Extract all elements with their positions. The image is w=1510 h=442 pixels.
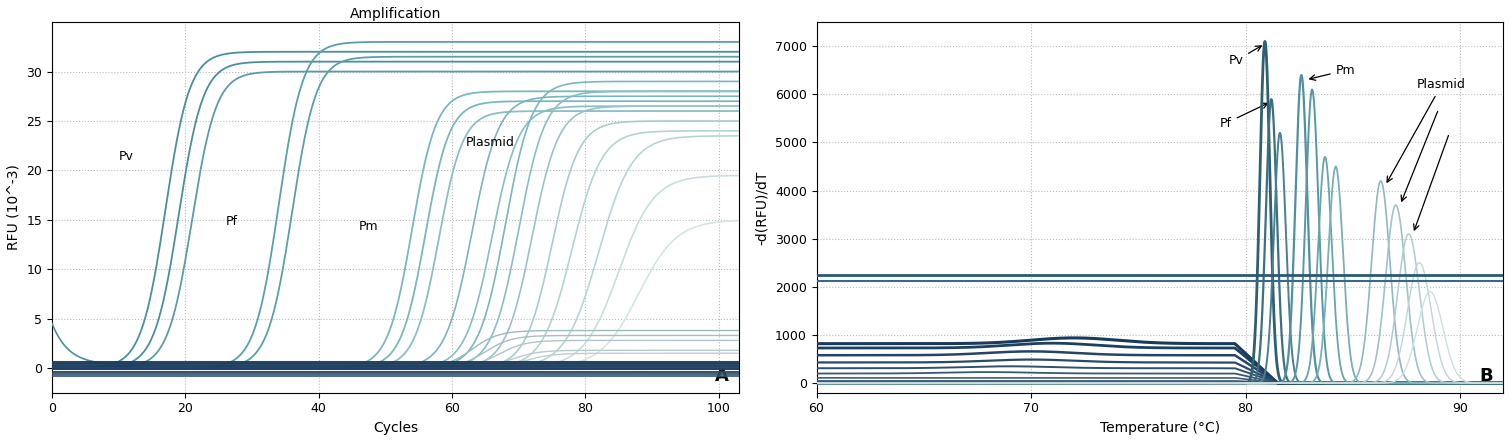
Y-axis label: -d(RFU)/dT: -d(RFU)/dT — [755, 170, 769, 244]
Title: Amplification: Amplification — [350, 7, 441, 21]
Text: Plasmid: Plasmid — [465, 136, 515, 149]
Text: Plasmid: Plasmid — [1388, 78, 1466, 182]
X-axis label: Cycles: Cycles — [373, 421, 418, 435]
Text: Pf: Pf — [1220, 103, 1267, 130]
Text: Pm: Pm — [1309, 64, 1356, 80]
Text: Pm: Pm — [359, 220, 379, 232]
Text: A: A — [714, 367, 728, 385]
X-axis label: Temperature (°C): Temperature (°C) — [1099, 421, 1220, 435]
Text: Pv: Pv — [119, 150, 133, 164]
Text: B: B — [1480, 367, 1493, 385]
Y-axis label: RFU (10^-3): RFU (10^-3) — [8, 164, 21, 250]
Text: Pv: Pv — [1229, 46, 1261, 67]
Text: Pf: Pf — [225, 215, 237, 228]
